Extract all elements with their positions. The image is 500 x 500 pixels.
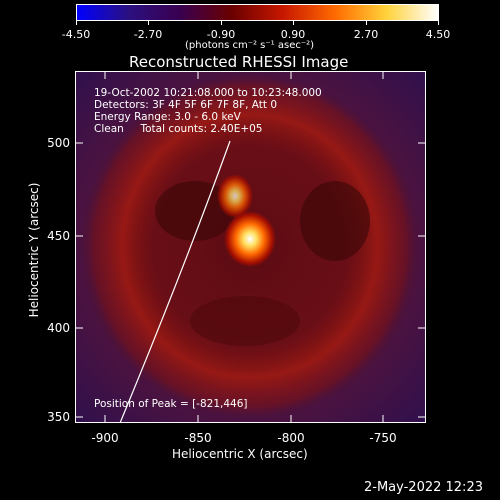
x-tick-label: -800 [277,431,305,445]
x-tick-label: -750 [369,431,397,445]
colorbar-tick [221,21,222,25]
y-tick-label: 500 [47,136,70,150]
x-axis-label: Heliocentric X (arcsec) [172,447,308,461]
secondary-source [217,174,253,218]
peak-source [224,211,276,267]
x-tick-label: -900 [91,431,119,445]
dark-region [190,296,300,346]
colorbar-tick-label: -2.70 [133,28,163,41]
x-tick-label: -850 [184,431,212,445]
solar-image-plot [75,71,426,423]
colorbar-tick-label: -4.50 [61,28,91,41]
timestamp: 2-May-2022 12:23 [364,480,483,495]
colorbar-tick [76,21,77,25]
annotation-line: 19-Oct-2002 10:21:08.000 to 10:23:48.000 [94,87,322,99]
annotation-line: Energy Range: 3.0 - 6.0 keV [94,111,241,123]
axis-ticks [75,71,426,423]
colorbar-tick-label: -0.90 [206,28,236,41]
solar-limb-line [119,140,231,423]
annotation-line: Detectors: 3F 4F 5F 6F 7F 8F, Att 0 [94,99,278,111]
peak-position-label: Position of Peak = [-821,446] [94,398,248,410]
y-tick-label: 400 [47,321,70,335]
colorbar [76,4,439,21]
dark-region [155,181,235,241]
y-tick-label: 450 [47,229,70,243]
colorbar-tick-label: 0.90 [280,28,306,41]
dark-region [300,181,370,261]
plot-title: Reconstructed RHESSI Image [129,53,349,71]
y-tick-label: 350 [47,410,70,424]
y-axis-label: Heliocentric Y (arcsec) [27,182,41,318]
colorbar-tick [438,21,439,25]
colorbar-tick-label: 2.70 [353,28,379,41]
colorbar-tick [148,21,149,25]
annotation-line: Clean Total counts: 2.40E+05 [94,123,263,135]
colorbar-tick [293,21,294,25]
colorbar-units: (photons cm⁻² s⁻¹ asec⁻²) [185,40,315,51]
colorbar-tick-label: 4.50 [425,28,451,41]
plot-frame [75,71,426,423]
colorbar-tick [366,21,367,25]
